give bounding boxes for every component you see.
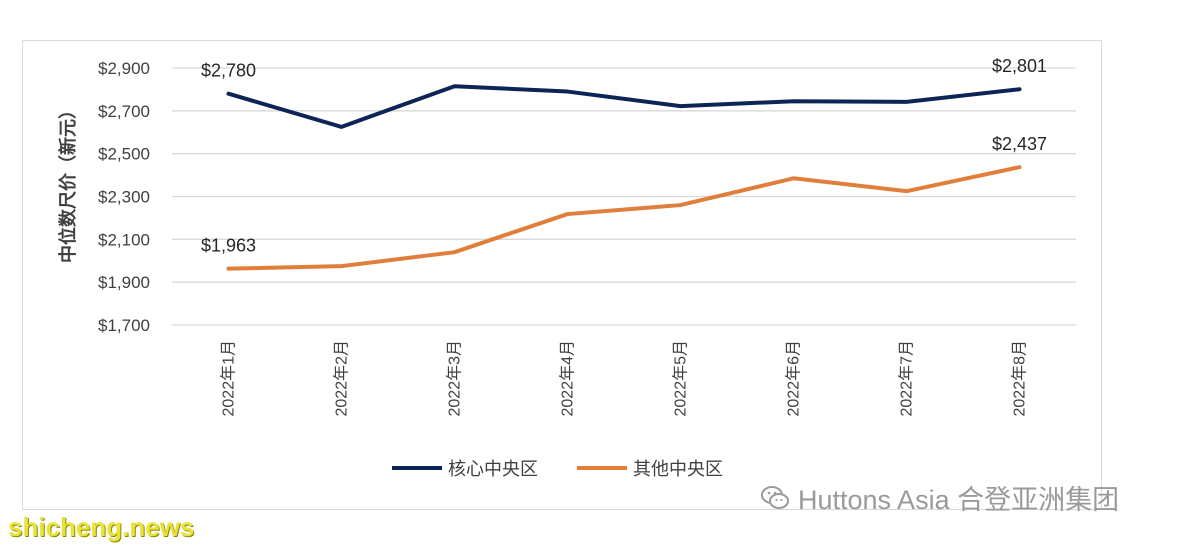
x-axis-ticks: 2022年1月 2022年2月 2022年3月 2022年4月 2022年5月 2022年… [220, 340, 1029, 417]
series-line-1 [226, 165, 1022, 271]
site-watermark: shicheng.news [8, 512, 195, 542]
watermark-text: Huttons Asia 合登亚洲集团 [798, 485, 1120, 515]
x-tick-label: 2022年8月 [1011, 340, 1029, 417]
x-tick-label: 2022年7月 [898, 340, 916, 417]
y-axis-title: 中位数尺价（新元） [57, 101, 78, 263]
wechat-icon [761, 485, 789, 509]
x-tick-label: 2022年6月 [785, 340, 803, 417]
watermark: Huttons Asia 合登亚洲集团 [760, 478, 1119, 517]
x-tick-label: 2022年2月 [333, 340, 351, 417]
y-tick-label: $2,900 [98, 59, 150, 78]
x-tick-label: 2022年5月 [672, 340, 690, 417]
y-tick-label: $1,700 [98, 316, 150, 335]
series-line-0 [226, 84, 1022, 129]
chart-frame [22, 40, 1102, 510]
x-tick-label: 2022年4月 [559, 340, 577, 417]
y-tick-label: $2,100 [98, 230, 150, 249]
data-label: $2,437 [992, 134, 1047, 154]
data-label: $1,963 [201, 236, 256, 256]
y-tick-label: $2,300 [98, 188, 150, 207]
legend-label-rest-central: 其他中央区 [633, 459, 723, 479]
y-tick-label: $2,500 [98, 145, 150, 164]
legend: 核心中央区 其他中央区 [392, 459, 723, 479]
data-labels: $2,780 $2,801 $1,963 $2,437 [201, 56, 1047, 255]
series-lines [226, 84, 1022, 271]
y-tick-label: $1,900 [98, 273, 150, 292]
x-tick-label: 2022年1月 [220, 340, 238, 417]
data-label: $2,780 [201, 61, 256, 81]
x-tick-label: 2022年3月 [446, 340, 464, 417]
legend-label-core-central: 核心中央区 [448, 459, 538, 479]
y-tick-label: $2,700 [98, 102, 150, 121]
data-label: $2,801 [992, 56, 1047, 76]
gridlines [172, 67, 1076, 326]
y-axis-ticks: $1,700 $1,900 $2,100 $2,300 $2,500 $2,700 $2,9… [98, 59, 150, 335]
